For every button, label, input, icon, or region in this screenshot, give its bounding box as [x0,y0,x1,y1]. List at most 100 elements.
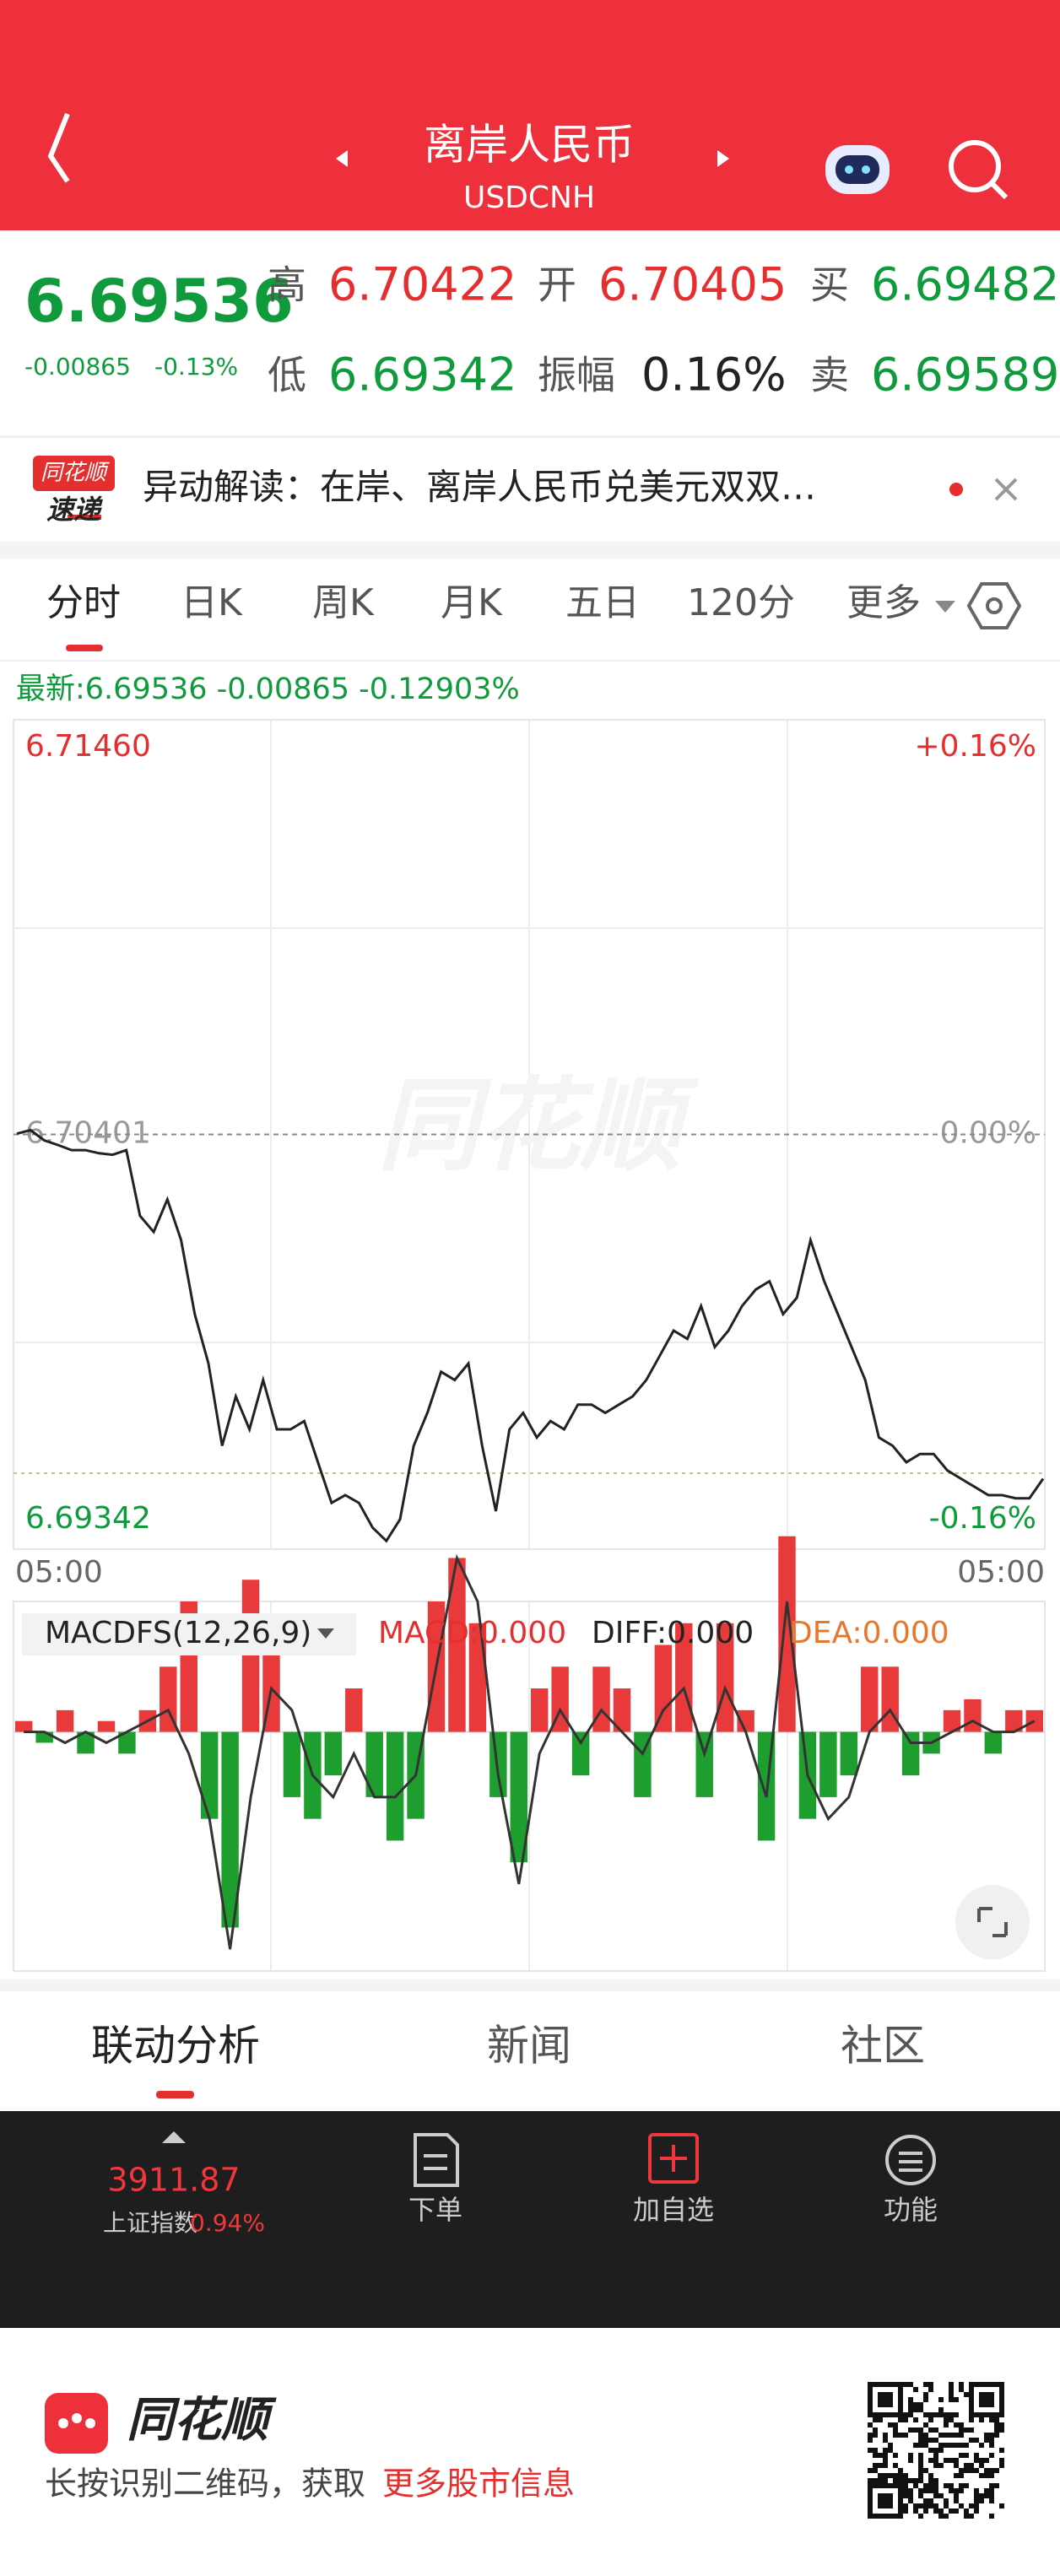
search-icon[interactable] [949,140,1009,200]
close-button[interactable] [994,478,1018,501]
qr-cell [903,2508,908,2514]
qr-cell [984,2438,989,2443]
qr-cell [878,2392,883,2397]
qr-cell [883,2382,888,2387]
qr-cell [979,2498,984,2503]
qr-cell [918,2402,923,2407]
qr-cell [949,2382,954,2387]
qr-cell [878,2417,883,2422]
header-bg [0,0,1060,230]
tab[interactable]: 日K [181,581,243,624]
qr-cell [944,2443,949,2448]
indicator-selector[interactable] [22,1613,356,1655]
indicator-name[interactable]: MACDFS(12,26,9) [45,1616,311,1650]
qr-cell [878,2397,883,2402]
qr-cell [959,2433,964,2438]
diff-label: DIFF:0.000 [592,1616,754,1650]
qr-cell [868,2387,873,2392]
qr-cell [878,2402,883,2407]
qr-cell [893,2473,898,2478]
qr-cell [933,2508,938,2514]
qr-cell [878,2514,883,2519]
y-tick-label: 6.69342 [25,1501,151,1536]
qr-cell [974,2438,979,2443]
qr-cell [898,2412,903,2417]
tab[interactable]: 五日 [565,581,640,624]
footer-highlight: 更多股市信息 [382,2465,575,2503]
toolbar-item[interactable]: 加自选 [633,2194,714,2226]
qr-cell [883,2412,888,2417]
dropdown-arrow[interactable] [317,1628,334,1639]
qr-cell [933,2438,938,2443]
qr-cell [898,2402,903,2407]
qr-cell [923,2392,928,2397]
qr-cell [898,2417,903,2422]
expand-button[interactable] [955,1885,1030,1959]
back-button[interactable] [47,112,70,183]
divider [0,542,1060,559]
macd-bar [840,1731,858,1776]
qr-cell [964,2468,969,2473]
tab[interactable]: 周K [312,581,375,624]
qr-cell [969,2427,974,2433]
toolbar-item[interactable]: 下单 [408,2194,462,2226]
qr-cell [938,2463,944,2468]
qr-cell [964,2427,969,2433]
toolbar [0,2111,1060,2328]
news-badge[interactable]: 同花顺 速递 [33,456,115,526]
brand-logo [45,2393,108,2454]
robot-icon[interactable] [825,145,890,194]
index-value[interactable]: 3911.87 [107,2162,240,2199]
qr-cell [908,2402,913,2407]
qr-code [868,2382,1004,2519]
qr-cell [923,2488,928,2493]
tab[interactable]: 更多 [846,581,921,624]
news-text[interactable]: 异动解读：在岸、离岸人民币兑美元双双… [143,467,816,508]
up-arrow[interactable] [162,2131,186,2143]
index-pct[interactable]: 0.94% [190,2209,265,2237]
qr-cell [928,2427,933,2433]
qr-cell [893,2483,898,2488]
qr-cell [918,2473,923,2478]
y-tick-pct: 0.00% [940,1116,1036,1151]
tab[interactable]: 分时 [46,581,121,624]
qr-cell [954,2488,959,2493]
toolbar-item[interactable]: 功能 [884,2194,938,2226]
qr-cell [979,2443,984,2448]
qr-cell [959,2387,964,2392]
qr-cell [883,2453,888,2458]
macd-bar [881,1666,899,1732]
qr-cell [888,2412,893,2417]
tab[interactable]: 月K [441,581,503,624]
qr-cell [933,2483,938,2488]
macd-bar [386,1731,404,1841]
qr-cell [913,2417,918,2422]
qr-cell [999,2387,1004,2392]
qr-cell [918,2453,923,2458]
tab[interactable]: 120分 [687,581,795,624]
qr-cell [979,2392,984,2397]
x-tick-label: 05:00 [957,1555,1045,1590]
dropdown-arrow[interactable] [935,601,955,613]
qr-cell [954,2493,959,2498]
macd-bar [15,1720,33,1732]
qr-cell [923,2438,928,2443]
qr-cell [964,2392,969,2397]
qr-cell [928,2488,933,2493]
title: 离岸人民币 [424,121,635,170]
bottom-tab[interactable]: 社区 [841,2022,925,2071]
macd-bar [221,1731,239,1928]
settings-icon[interactable] [966,582,1022,629]
divider [0,660,1060,662]
qr-cell [979,2417,984,2422]
qr-cell [868,2498,873,2503]
qr-cell [959,2503,964,2508]
index-name[interactable]: 上证指数 [103,2209,197,2237]
qr-cell [878,2473,883,2478]
bottom-tab[interactable]: 联动分析 [91,2022,260,2071]
qr-cell [938,2397,944,2402]
qr-cell [979,2493,984,2498]
qr-cell [989,2453,994,2458]
qr-cell [974,2493,979,2498]
bottom-tab[interactable]: 新闻 [487,2022,571,2071]
